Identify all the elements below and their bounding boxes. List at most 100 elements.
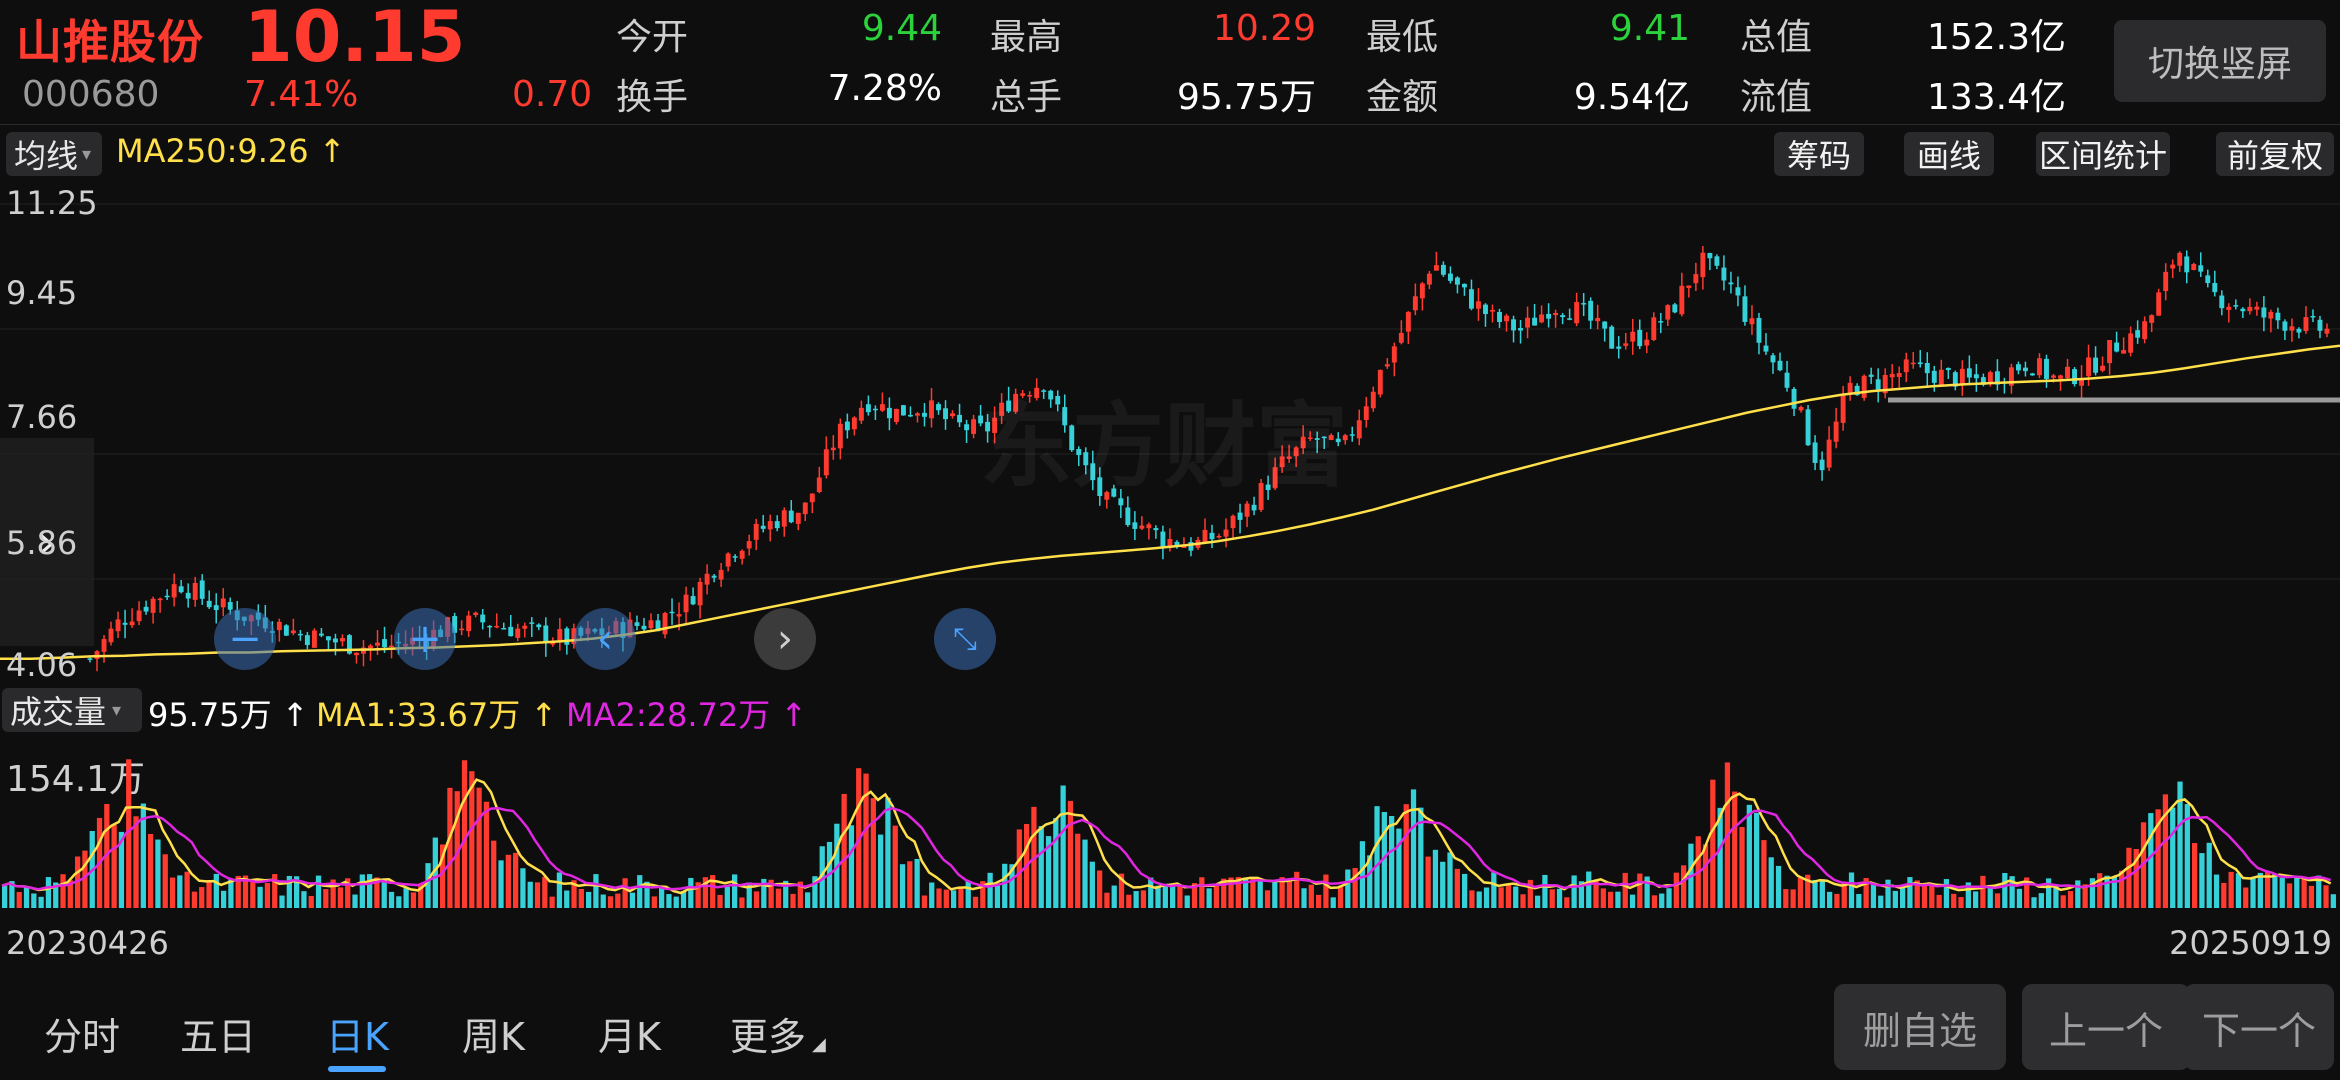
volume-bar — [578, 888, 584, 908]
candle-body — [992, 417, 998, 433]
switch-portrait-button[interactable]: 切换竖屏 — [2114, 20, 2326, 102]
candle-body — [886, 407, 892, 419]
volume-select-dropdown[interactable]: 成交量 ▾ — [2, 688, 142, 732]
volume-bar — [673, 896, 679, 908]
candle-body — [304, 635, 310, 646]
volume-select-label: 成交量 — [10, 693, 107, 731]
candle-body — [1490, 309, 1495, 312]
candle-body — [2107, 340, 2113, 364]
candle-body — [1013, 393, 1019, 412]
zoom-out-button[interactable]: − — [214, 608, 276, 670]
plus-icon: + — [408, 616, 442, 662]
volume-bar — [2155, 809, 2161, 908]
candle-body — [2324, 328, 2330, 334]
volume-bar — [53, 882, 59, 908]
volume-bar — [352, 894, 358, 908]
tab-item[interactable]: 日K — [326, 1015, 389, 1059]
collapse-button[interactable]: ⤡ — [934, 608, 996, 670]
candle-body — [732, 556, 738, 558]
volume-bar — [491, 840, 497, 908]
tab-item[interactable]: 五日 — [180, 1015, 257, 1059]
volume-bar — [1885, 879, 1891, 908]
candle-body — [2114, 342, 2120, 352]
candle-body — [1111, 488, 1117, 497]
volume-bar — [2286, 883, 2293, 908]
volume-bar — [1133, 891, 1139, 908]
price-chart[interactable] — [0, 182, 2340, 680]
volume-bar — [184, 871, 190, 908]
candle-body — [1483, 304, 1488, 315]
candle-body — [1048, 390, 1054, 400]
scroll-right-button[interactable]: › — [754, 608, 816, 670]
candle-body — [1595, 318, 1601, 322]
expand-sidebar-button[interactable]: › — [0, 438, 94, 646]
volume-bar — [286, 875, 292, 908]
volume-bar — [148, 833, 154, 908]
toolbar-button[interactable]: 画线 — [1904, 132, 1994, 176]
candle-body — [1132, 522, 1138, 529]
candle-body — [1469, 289, 1474, 309]
volume-bar — [2097, 873, 2103, 908]
volume-bar — [994, 885, 1001, 908]
candle-body — [466, 615, 472, 632]
volume-bar — [2075, 880, 2081, 908]
candle-body — [522, 625, 528, 629]
toolbar-button[interactable]: 区间统计 — [2036, 132, 2170, 176]
candle-body — [368, 645, 373, 649]
nav-button[interactable]: 下一个 — [2184, 984, 2334, 1070]
tab-item[interactable]: 月K — [598, 1015, 661, 1059]
toolbar-button[interactable]: 筹码 — [1774, 132, 1864, 176]
volume-bar — [469, 771, 475, 908]
volume-bar — [2308, 885, 2315, 908]
volume-bar — [1892, 890, 1898, 908]
volume-bar — [651, 896, 657, 908]
zoom-in-button[interactable]: + — [394, 608, 456, 670]
candle-body — [1826, 439, 1832, 468]
tab-item[interactable]: 周K — [462, 1015, 525, 1059]
candle-body — [1405, 311, 1411, 332]
candle-body — [2170, 264, 2176, 269]
volume-bar — [724, 886, 730, 908]
nav-button[interactable]: 上一个 — [2022, 984, 2190, 1070]
candle-body — [1812, 442, 1818, 463]
candle-body — [157, 598, 163, 601]
volume-bar — [1213, 883, 1220, 908]
volume-bar — [958, 887, 964, 908]
candle-body — [978, 415, 984, 424]
candle-body — [2072, 369, 2077, 385]
price-axis-tick: 7.66 — [6, 398, 78, 436]
volume-bar — [1622, 872, 1628, 908]
volume-bar — [921, 895, 928, 908]
scroll-left-button[interactable]: ‹ — [574, 608, 636, 670]
candle-body — [725, 553, 731, 567]
volume-bar — [301, 891, 307, 908]
candle-body — [1721, 267, 1727, 281]
toolbar-button[interactable]: 前复权 — [2216, 132, 2334, 176]
quote-value: 9.54亿 — [1573, 77, 1690, 118]
nav-button[interactable]: 删自选 — [1834, 984, 2006, 1070]
candle-body — [1679, 285, 1685, 315]
tab-item[interactable]: 更多 — [730, 1015, 807, 1059]
volume-bar — [9, 881, 15, 908]
volume-bar — [1659, 893, 1665, 908]
candle-body — [1167, 538, 1173, 547]
candle-body — [1097, 477, 1103, 496]
candle-body — [809, 493, 815, 503]
candle-body — [2051, 375, 2056, 378]
tab-item[interactable]: 分时 — [44, 1015, 121, 1059]
candle-body — [1412, 296, 1418, 311]
volume-bar — [1162, 883, 1168, 908]
volume-bar — [2162, 794, 2169, 908]
candle-body — [1784, 372, 1790, 388]
candle-body — [1651, 317, 1657, 340]
volume-bar — [279, 895, 285, 908]
volume-bar — [1002, 863, 1008, 908]
collapse-icon: ⤡ — [953, 621, 977, 657]
candle-body — [2212, 283, 2218, 293]
ma-select-dropdown[interactable]: 均线 ▾ — [6, 132, 102, 176]
candle-body — [1994, 371, 2000, 385]
volume-bar — [1250, 878, 1256, 908]
candle-body — [1560, 315, 1566, 318]
volume-bar — [1097, 870, 1103, 908]
quote-value: 95.75万 — [1176, 77, 1316, 118]
